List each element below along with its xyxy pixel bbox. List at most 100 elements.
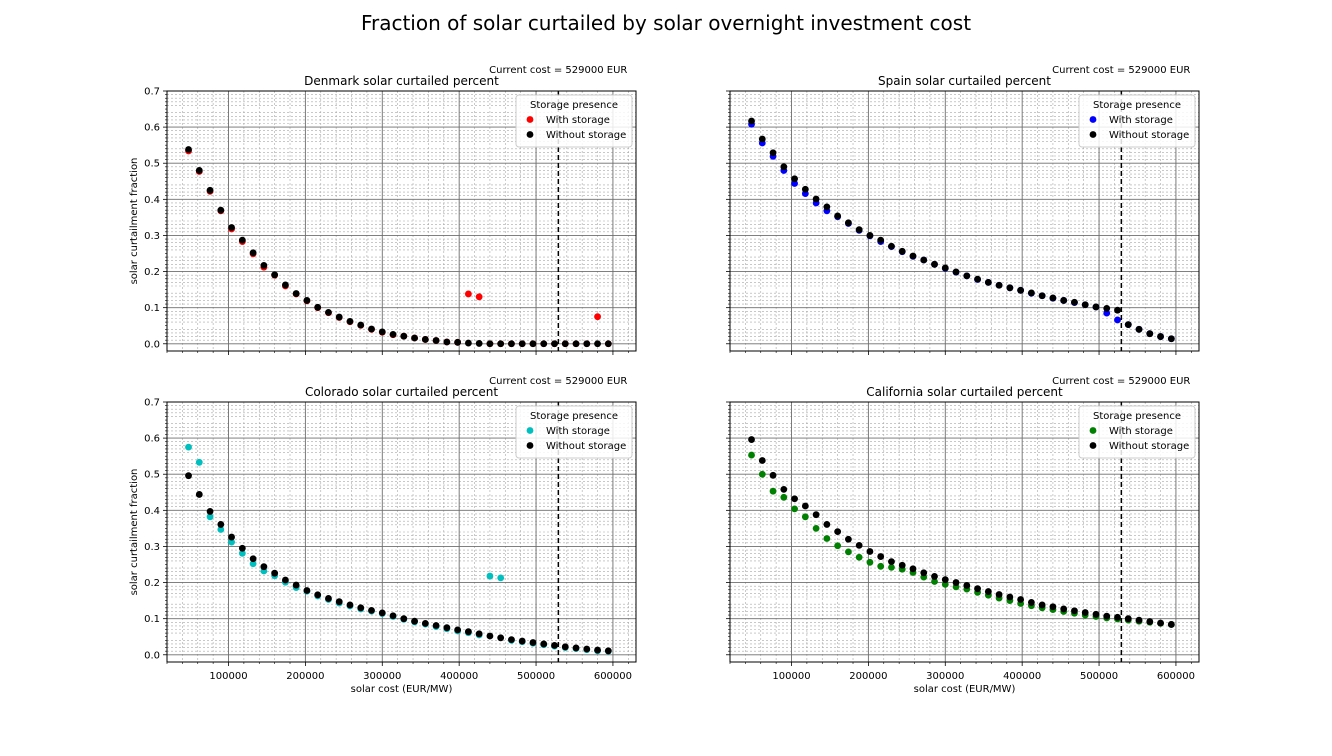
legend-frame <box>1078 94 1196 148</box>
data-point <box>508 636 515 644</box>
data-point <box>1071 607 1078 615</box>
legend-entry-with-storage: With storage <box>546 115 610 126</box>
data-point <box>995 591 1003 598</box>
legend-frame <box>515 94 633 148</box>
data-point <box>432 622 440 629</box>
data-point <box>1027 289 1035 297</box>
data-point <box>909 252 917 260</box>
data-point <box>604 340 612 348</box>
data-point <box>228 538 235 546</box>
data-point <box>1103 304 1111 312</box>
legend-frame <box>515 405 633 459</box>
data-point <box>206 186 214 194</box>
y-tick-label: 0.4 <box>144 506 160 517</box>
data-point <box>758 470 766 478</box>
data-point <box>984 278 992 286</box>
data-point <box>877 562 885 570</box>
legend-title: Storage presence <box>530 100 618 111</box>
series-with-storage <box>748 120 1175 343</box>
data-point <box>1124 615 1132 623</box>
data-point <box>1038 292 1046 300</box>
data-point <box>1081 301 1089 309</box>
data-point <box>561 643 569 651</box>
data-point <box>1092 610 1100 618</box>
data-point <box>529 639 537 646</box>
y-tick-label: 0.3 <box>144 542 160 553</box>
data-point <box>551 340 558 348</box>
data-point <box>497 574 505 582</box>
data-point <box>931 573 938 580</box>
data-point <box>834 542 842 550</box>
data-point <box>271 569 279 577</box>
data-point <box>292 290 300 297</box>
data-point <box>303 587 311 594</box>
data-point <box>909 565 917 573</box>
legend: Storage presence With storage Without stor… <box>1078 94 1196 148</box>
y-tick-label: 0.1 <box>144 614 160 625</box>
data-point <box>888 242 895 250</box>
legend-entry-without-storage: Without storage <box>1109 441 1189 452</box>
data-point <box>1124 321 1132 329</box>
data-point <box>1017 286 1025 294</box>
data-point <box>941 264 949 272</box>
data-point <box>1167 335 1175 343</box>
data-point <box>185 146 192 153</box>
chart-title: Denmark solar curtailed percent <box>304 74 499 88</box>
data-point <box>249 249 257 257</box>
data-point <box>1114 316 1121 324</box>
data-point <box>748 436 755 443</box>
x-axis-label: solar cost (EUR/MW) <box>351 684 453 695</box>
x-tick-label: 100000 <box>209 671 247 682</box>
data-point <box>486 632 494 640</box>
legend-entry-with-storage: With storage <box>1109 426 1173 437</box>
data-point <box>1006 593 1014 601</box>
data-point <box>834 528 842 536</box>
data-point <box>812 511 820 519</box>
data-point <box>228 224 235 231</box>
current-cost-annotation: Current cost = 529000 EUR <box>1052 376 1190 387</box>
figure-title: Fraction of solar curtailed by solar ove… <box>361 11 971 35</box>
data-point <box>185 472 192 480</box>
data-point <box>963 582 971 589</box>
data-point <box>1114 306 1121 314</box>
data-point <box>594 646 601 654</box>
data-point <box>898 247 906 255</box>
series-without-storage <box>748 117 1175 343</box>
data-point <box>594 313 601 321</box>
data-point <box>1146 330 1154 338</box>
legend-marker <box>526 442 534 449</box>
data-point <box>984 588 992 595</box>
data-point <box>866 558 874 566</box>
current-cost-annotation: Current cost = 529000 EUR <box>1052 65 1190 76</box>
x-tick-label: 500000 <box>1080 671 1118 682</box>
legend-frame <box>1078 405 1196 459</box>
data-point <box>238 236 246 244</box>
data-point <box>823 203 831 211</box>
data-point <box>769 487 777 495</box>
data-point <box>368 606 375 614</box>
data-point <box>1157 333 1164 340</box>
data-point <box>1092 303 1100 311</box>
data-point <box>314 591 322 599</box>
data-point <box>400 332 408 340</box>
x-tick-label: 200000 <box>849 671 887 682</box>
data-point <box>249 555 257 563</box>
data-point <box>604 647 612 655</box>
data-point <box>368 325 375 333</box>
data-point <box>303 297 311 304</box>
data-point <box>855 553 863 561</box>
data-point <box>1135 616 1143 624</box>
x-tick-label: 400000 <box>440 671 478 682</box>
data-point <box>812 195 820 203</box>
data-point <box>594 340 601 348</box>
data-point <box>941 580 949 588</box>
data-point <box>572 340 580 348</box>
data-point <box>195 458 203 466</box>
data-point <box>780 493 788 501</box>
data-point <box>952 268 960 276</box>
data-point <box>475 293 483 301</box>
data-point <box>335 598 343 606</box>
data-point <box>292 581 300 589</box>
y-tick-label: 0.7 <box>144 398 160 409</box>
data-point <box>508 340 515 348</box>
